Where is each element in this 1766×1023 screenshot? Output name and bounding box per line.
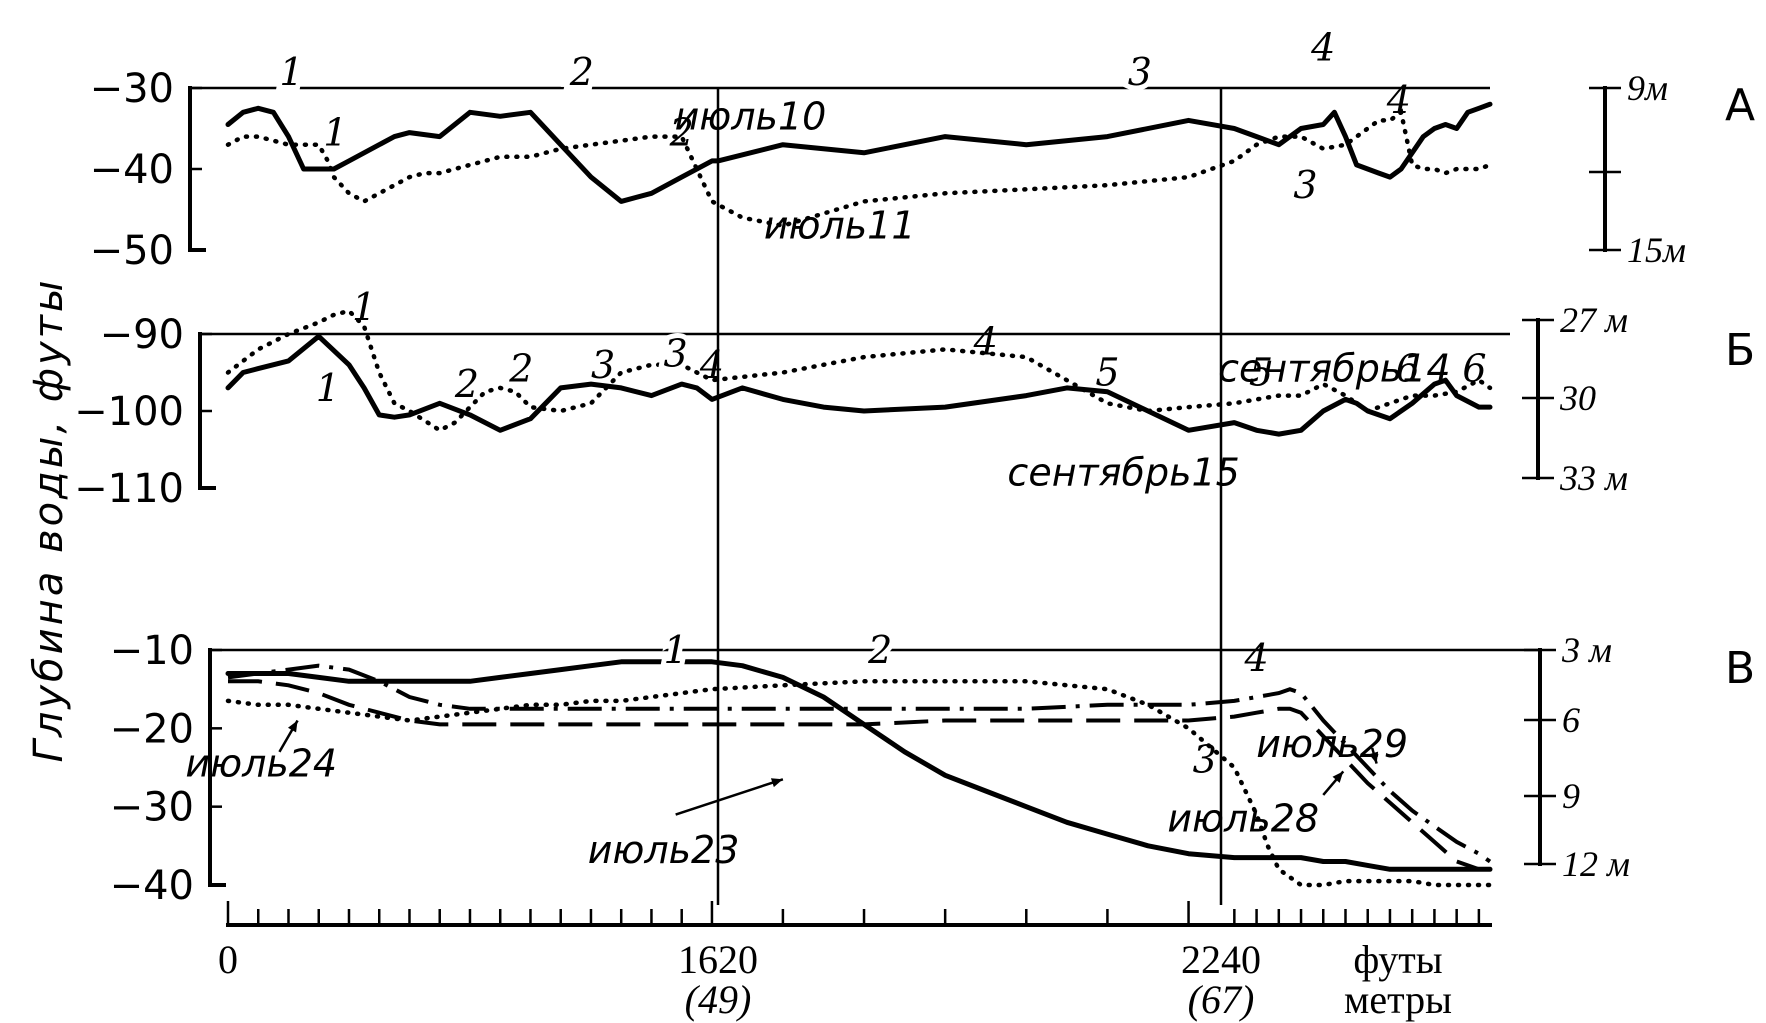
y-tick-label: −110: [74, 466, 184, 512]
series-июль28: [228, 679, 1490, 872]
series-label: сентябрь15: [1007, 451, 1239, 495]
profile-point-label: 4: [1386, 78, 1411, 122]
series-label: июль24: [185, 742, 337, 786]
y-tick-label: −10: [110, 628, 194, 674]
panel-1: −30 −40 −50 9м 15м А 1 2 3 4 4 1 2 3 июль10 июль11: [90, 26, 1756, 275]
series-июль10: [225, 101, 1493, 204]
right-tick-label: 33 м: [1559, 458, 1628, 498]
profile-point-label: 6: [1462, 347, 1486, 391]
panel-3: −10 −20 −30 −40 3 м 6 9 12 м В 1 2 3 4 июль24 июль23 ию…: [110, 623, 1756, 909]
y-axis-label: Глубина воды, футы: [26, 277, 72, 762]
profile-point-label: 5: [1095, 351, 1119, 395]
right-tick-label: 6: [1562, 700, 1580, 740]
right-tick-label: 9м: [1627, 68, 1668, 108]
vertical-reference-lines: [716, 88, 1223, 905]
x-tick-label: 2240: [1181, 937, 1261, 982]
x-unit-feet: футы: [1353, 937, 1442, 982]
x-tick-sublabel: (67): [1188, 977, 1255, 1022]
profile-point-label: 4: [1243, 636, 1268, 680]
series-сентябрь14: [225, 308, 1493, 433]
profile-point-label: 6: [1396, 347, 1420, 391]
series-label: июль10: [675, 94, 827, 138]
x-unit-meters: метры: [1344, 977, 1452, 1022]
series-label: сентябрь14: [1218, 347, 1450, 391]
x-tick-sublabel: (49): [685, 977, 752, 1022]
right-meter-scale: 9м 15м: [1589, 68, 1686, 270]
right-meter-scale: 27 м 30 33 м: [1522, 300, 1628, 498]
profile-point-label: 3: [591, 343, 615, 387]
y-tick-label: −50: [90, 228, 174, 274]
profile-point-label: 5: [1249, 351, 1273, 395]
x-tick-label: 1620: [678, 937, 758, 982]
profile-point-label: 3: [664, 331, 688, 375]
right-tick-label: 30: [1559, 378, 1596, 418]
arrow-july24-head: [287, 720, 298, 733]
right-meter-scale: 3 м 6 9 12 м: [1524, 630, 1630, 884]
y-tick-label: −20: [110, 706, 194, 752]
annotation-arrows: [278, 719, 1379, 816]
profile-point-label: 1: [323, 111, 347, 155]
panel-letter: Б: [1725, 325, 1755, 376]
profile-point-label: 2: [867, 628, 892, 672]
series-label: июль23: [588, 828, 740, 872]
right-tick-label: 9: [1562, 776, 1580, 816]
y-tick-label: −30: [90, 66, 174, 112]
series-сентябрь15: [225, 333, 1493, 437]
x-tick-label: 0: [218, 937, 238, 982]
profile-point-label: 4: [973, 320, 998, 364]
arrow-july28-head: [1332, 771, 1344, 783]
y-tick-label: −90: [100, 312, 184, 358]
profile-point-label: 2: [508, 347, 533, 391]
profile-point-label: 3: [1293, 163, 1317, 207]
profile-point-label: 2: [569, 50, 594, 94]
profile-point-label: 4: [699, 343, 724, 387]
profile-point-label: 2: [454, 362, 479, 406]
y-tick-label: −100: [74, 389, 184, 435]
arrow-july23-head: [770, 778, 783, 788]
panel-letter: В: [1725, 643, 1755, 694]
profile-point-label: 1: [664, 628, 688, 672]
y-tick-label: −30: [110, 785, 194, 831]
arrow-july29-head: [1369, 751, 1379, 764]
right-tick-label: 12 м: [1562, 844, 1630, 884]
profile-point-label: 1: [316, 366, 340, 410]
series-label: июль11: [764, 204, 916, 248]
series-июль24: [225, 679, 1493, 888]
y-tick-label: −40: [90, 147, 174, 193]
profile-point-label: 3: [1128, 50, 1152, 94]
y-tick-label: −40: [110, 863, 194, 909]
profile-point-label: 3: [1193, 738, 1217, 782]
series-июль29: [227, 663, 1492, 864]
right-tick-label: 15м: [1627, 230, 1686, 270]
series-label: июль29: [1256, 722, 1408, 766]
right-tick-label: 27 м: [1560, 300, 1628, 340]
profile-point-label: 1: [279, 50, 303, 94]
arrow-july23: [675, 778, 784, 816]
profile-point-label: 4: [1310, 26, 1335, 70]
right-tick-label: 3 м: [1561, 630, 1612, 670]
panel-letter: А: [1725, 80, 1755, 131]
profile-point-label: 2: [669, 111, 694, 155]
profile-point-label: 1: [352, 285, 376, 329]
series-label: июль28: [1167, 796, 1319, 840]
